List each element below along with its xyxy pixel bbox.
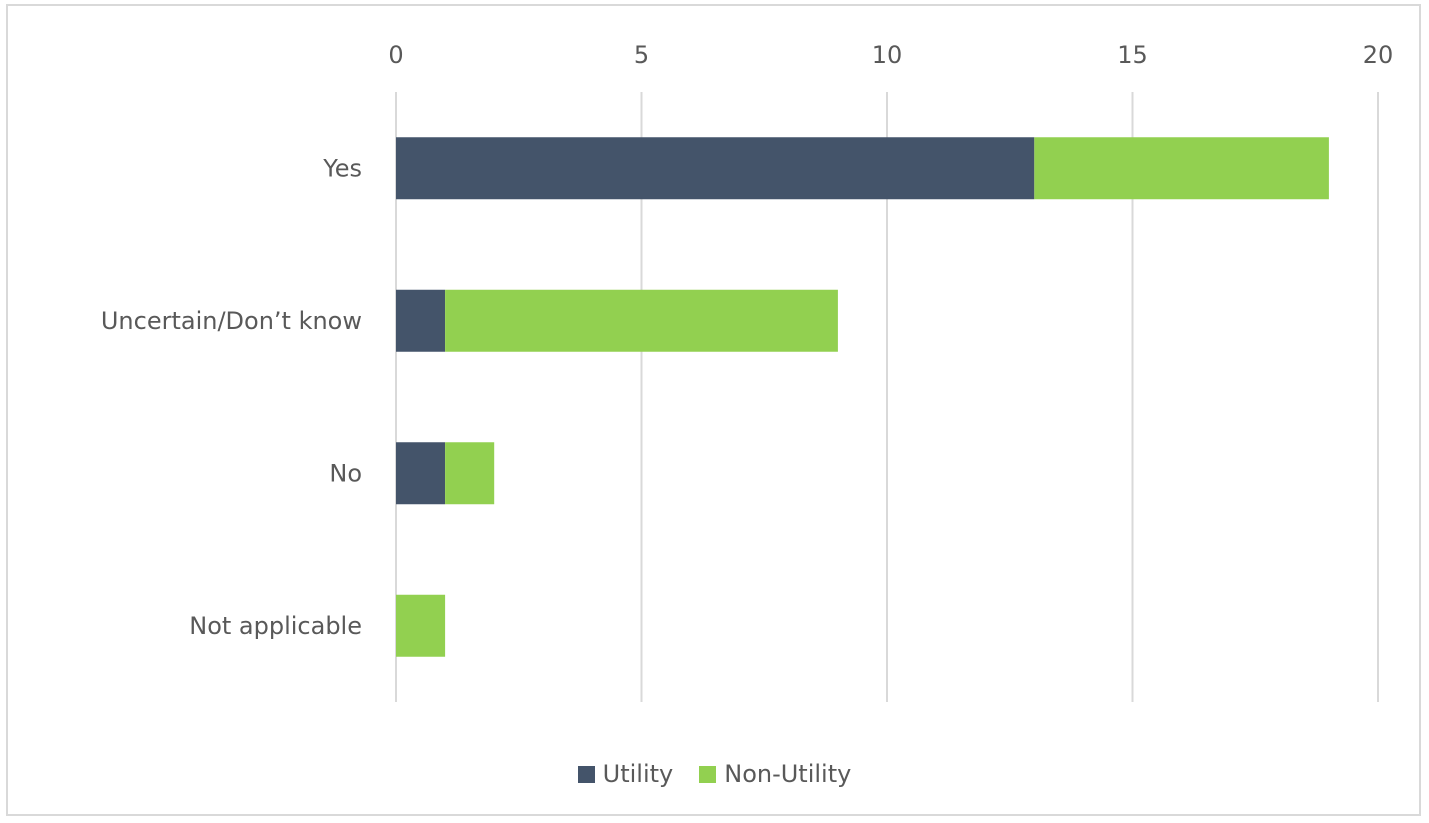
category-label: Yes bbox=[322, 154, 362, 182]
legend: Utility Non-Utility bbox=[0, 760, 1429, 788]
bar-non-utility bbox=[1034, 137, 1329, 200]
x-tick-label: 10 bbox=[872, 41, 903, 69]
legend-item-utility: Utility bbox=[577, 760, 674, 788]
bar-utility bbox=[396, 289, 446, 352]
legend-label-non-utility: Non-Utility bbox=[724, 760, 852, 788]
bar-non-utility bbox=[396, 594, 446, 657]
bars bbox=[396, 137, 1329, 657]
x-tick-label: 5 bbox=[634, 41, 649, 69]
x-tick-label: 20 bbox=[1363, 41, 1394, 69]
bar-non-utility bbox=[445, 442, 495, 505]
category-label: No bbox=[329, 459, 362, 487]
legend-swatch-utility bbox=[577, 765, 595, 783]
bar-utility bbox=[396, 137, 1035, 200]
legend-label-utility: Utility bbox=[602, 760, 674, 788]
category-label: Not applicable bbox=[189, 612, 362, 640]
category-label: Uncertain/Don’t know bbox=[101, 307, 362, 335]
legend-swatch-non-utility bbox=[699, 765, 717, 783]
x-tick-label: 15 bbox=[1117, 41, 1148, 69]
x-tick-label: 0 bbox=[388, 41, 403, 69]
category-labels: Yes Uncertain/Don’t know No Not applicable bbox=[101, 154, 362, 640]
bar-non-utility bbox=[445, 289, 838, 352]
x-axis-ticks: 0 5 10 15 20 bbox=[388, 41, 1393, 69]
legend-item-non-utility: Non-Utility bbox=[699, 760, 851, 788]
bar-utility bbox=[396, 442, 446, 505]
